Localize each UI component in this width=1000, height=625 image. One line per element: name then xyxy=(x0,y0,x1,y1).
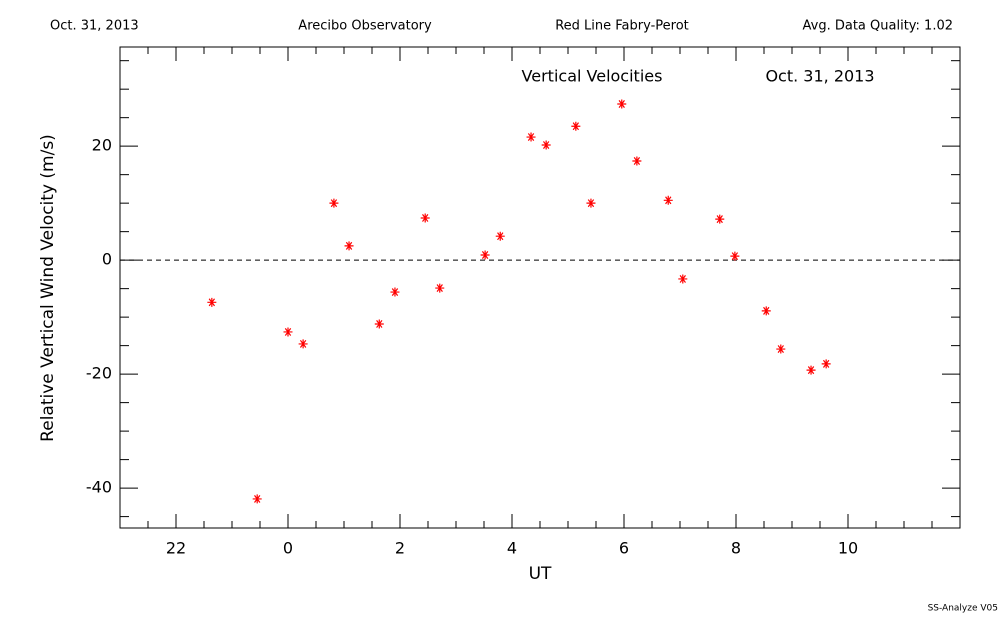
data-point xyxy=(329,198,339,208)
data-point xyxy=(632,156,642,166)
data-point xyxy=(420,213,430,223)
data-point xyxy=(715,214,725,224)
data-point xyxy=(283,327,293,337)
data-point xyxy=(678,274,688,284)
x-tick-label: 8 xyxy=(731,539,741,558)
data-point xyxy=(821,359,831,369)
data-point xyxy=(252,494,262,504)
x-tick-label: 4 xyxy=(507,539,517,558)
data-point xyxy=(390,287,400,297)
x-tick-label: 0 xyxy=(283,539,293,558)
x-axis-label: UT xyxy=(529,564,552,584)
data-point xyxy=(761,306,771,316)
data-point xyxy=(374,319,384,329)
header-quality: Avg. Data Quality: 1.02 xyxy=(803,19,953,34)
data-point xyxy=(495,231,505,241)
chart-subtitle: Oct. 31, 2013 xyxy=(765,67,874,86)
x-tick-label: 22 xyxy=(166,539,186,558)
data-point xyxy=(480,250,490,260)
data-point xyxy=(806,365,816,375)
data-point xyxy=(435,283,445,293)
data-point xyxy=(298,339,308,349)
data-point xyxy=(571,121,581,131)
header-date: Oct. 31, 2013 xyxy=(50,19,139,34)
data-point xyxy=(541,140,551,150)
x-tick-label: 2 xyxy=(395,539,405,558)
x-tick-label: 6 xyxy=(619,539,629,558)
data-point xyxy=(207,297,217,307)
data-point xyxy=(617,99,627,109)
header-site: Arecibo Observatory xyxy=(298,19,432,34)
y-tick-label: -40 xyxy=(86,478,112,497)
footer: SS-Analyze V05 xyxy=(928,604,998,614)
data-point xyxy=(663,195,673,205)
data-point xyxy=(344,241,354,251)
data-point xyxy=(586,198,596,208)
data-point xyxy=(730,251,740,261)
data-point xyxy=(526,132,536,142)
plot-frame xyxy=(119,46,961,529)
header-instrument: Red Line Fabry-Perot xyxy=(555,19,689,34)
y-tick-label: 0 xyxy=(102,250,112,269)
y-tick-label: 20 xyxy=(92,136,112,155)
data-point xyxy=(776,344,786,354)
y-axis-label: Relative Vertical Wind Velocity (m/s) xyxy=(38,134,58,442)
chart-title: Vertical Velocities xyxy=(522,67,663,86)
x-tick-label: 10 xyxy=(838,539,858,558)
y-tick-label: -20 xyxy=(86,364,112,383)
